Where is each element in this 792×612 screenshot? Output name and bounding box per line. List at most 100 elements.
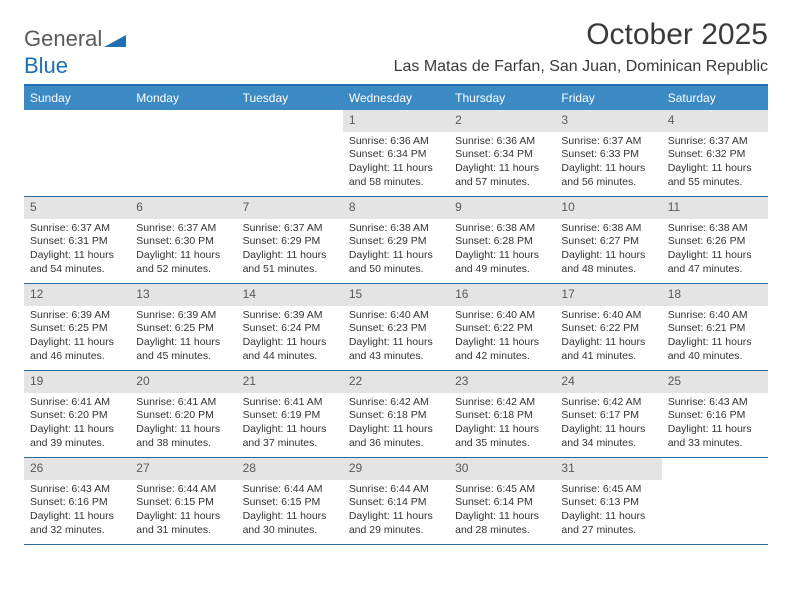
day-body: Sunrise: 6:43 AMSunset: 6:16 PMDaylight:… xyxy=(24,480,130,544)
sunset-text: Sunset: 6:15 PM xyxy=(243,496,337,510)
dow-thursday: Thursday xyxy=(449,86,555,110)
daylight-text: Daylight: 11 hours and 44 minutes. xyxy=(243,336,337,363)
sunset-text: Sunset: 6:27 PM xyxy=(561,235,655,249)
dow-monday: Monday xyxy=(130,86,236,110)
day-number: 1 xyxy=(343,110,449,132)
daylight-text: Daylight: 11 hours and 27 minutes. xyxy=(561,510,655,537)
dow-sunday: Sunday xyxy=(24,86,130,110)
sunrise-text: Sunrise: 6:44 AM xyxy=(136,483,230,497)
day-number: 25 xyxy=(662,371,768,393)
day-body: Sunrise: 6:45 AMSunset: 6:14 PMDaylight:… xyxy=(449,480,555,544)
dow-friday: Friday xyxy=(555,86,661,110)
daylight-text: Daylight: 11 hours and 29 minutes. xyxy=(349,510,443,537)
sunset-text: Sunset: 6:31 PM xyxy=(30,235,124,249)
day-cell: 21Sunrise: 6:41 AMSunset: 6:19 PMDayligh… xyxy=(237,371,343,457)
sunset-text: Sunset: 6:22 PM xyxy=(561,322,655,336)
day-number: 19 xyxy=(24,371,130,393)
sunset-text: Sunset: 6:33 PM xyxy=(561,148,655,162)
week-row: ...1Sunrise: 6:36 AMSunset: 6:34 PMDayli… xyxy=(24,110,768,197)
daylight-text: Daylight: 11 hours and 46 minutes. xyxy=(30,336,124,363)
logo-triangle-icon xyxy=(104,27,126,53)
day-cell: 3Sunrise: 6:37 AMSunset: 6:33 PMDaylight… xyxy=(555,110,661,196)
dow-wednesday: Wednesday xyxy=(343,86,449,110)
day-number: 17 xyxy=(555,284,661,306)
day-number: 29 xyxy=(343,458,449,480)
day-body: Sunrise: 6:45 AMSunset: 6:13 PMDaylight:… xyxy=(555,480,661,544)
day-body: Sunrise: 6:41 AMSunset: 6:20 PMDaylight:… xyxy=(130,393,236,457)
sunset-text: Sunset: 6:13 PM xyxy=(561,496,655,510)
title-block: October 2025 Las Matas de Farfan, San Ju… xyxy=(394,18,768,82)
day-cell: 5Sunrise: 6:37 AMSunset: 6:31 PMDaylight… xyxy=(24,197,130,283)
day-cell: 2Sunrise: 6:36 AMSunset: 6:34 PMDaylight… xyxy=(449,110,555,196)
day-body: Sunrise: 6:41 AMSunset: 6:20 PMDaylight:… xyxy=(24,393,130,457)
day-number: 21 xyxy=(237,371,343,393)
day-cell: 4Sunrise: 6:37 AMSunset: 6:32 PMDaylight… xyxy=(662,110,768,196)
sunset-text: Sunset: 6:16 PM xyxy=(668,409,762,423)
day-number: 23 xyxy=(449,371,555,393)
sunrise-text: Sunrise: 6:41 AM xyxy=(243,396,337,410)
day-cell: . xyxy=(662,458,768,544)
day-cell: 18Sunrise: 6:40 AMSunset: 6:21 PMDayligh… xyxy=(662,284,768,370)
sunrise-text: Sunrise: 6:40 AM xyxy=(349,309,443,323)
day-number: 20 xyxy=(130,371,236,393)
day-body: Sunrise: 6:38 AMSunset: 6:26 PMDaylight:… xyxy=(662,219,768,283)
sunset-text: Sunset: 6:20 PM xyxy=(30,409,124,423)
daylight-text: Daylight: 11 hours and 48 minutes. xyxy=(561,249,655,276)
day-number: 12 xyxy=(24,284,130,306)
header: General Blue October 2025 Las Matas de F… xyxy=(24,18,768,82)
daylight-text: Daylight: 11 hours and 28 minutes. xyxy=(455,510,549,537)
daylight-text: Daylight: 11 hours and 36 minutes. xyxy=(349,423,443,450)
sunrise-text: Sunrise: 6:37 AM xyxy=(30,222,124,236)
day-body: Sunrise: 6:37 AMSunset: 6:33 PMDaylight:… xyxy=(555,132,661,196)
daylight-text: Daylight: 11 hours and 57 minutes. xyxy=(455,162,549,189)
day-cell: 9Sunrise: 6:38 AMSunset: 6:28 PMDaylight… xyxy=(449,197,555,283)
sunset-text: Sunset: 6:26 PM xyxy=(668,235,762,249)
day-cell: 27Sunrise: 6:44 AMSunset: 6:15 PMDayligh… xyxy=(130,458,236,544)
day-body: Sunrise: 6:44 AMSunset: 6:14 PMDaylight:… xyxy=(343,480,449,544)
sunrise-text: Sunrise: 6:38 AM xyxy=(455,222,549,236)
sunrise-text: Sunrise: 6:44 AM xyxy=(349,483,443,497)
brand-part-2: Blue xyxy=(24,53,68,78)
day-number: 6 xyxy=(130,197,236,219)
week-row: 5 Sunrise: 6:37 AMSunset: 6:31 PM Daylight… xyxy=(24,197,768,284)
day-number: 3 xyxy=(555,110,661,132)
calendar-grid: Sunday Monday Tuesday Wednesday Thursday… xyxy=(24,84,768,545)
day-cell: 28Sunrise: 6:44 AMSunset: 6:15 PMDayligh… xyxy=(237,458,343,544)
day-body: Sunrise: 6:36 AMSunset: 6:34 PMDaylight:… xyxy=(343,132,449,196)
day-body xyxy=(130,132,236,141)
day-number: 26 xyxy=(24,458,130,480)
sunrise-text: Sunrise: 6:41 AM xyxy=(30,396,124,410)
sunrise-text: Sunrise: 6:45 AM xyxy=(561,483,655,497)
sunrise-text: Sunrise: 6:40 AM xyxy=(668,309,762,323)
sunset-text: Sunset: 6:32 PM xyxy=(668,148,762,162)
day-cell: 23Sunrise: 6:42 AMSunset: 6:18 PMDayligh… xyxy=(449,371,555,457)
day-number: 5 xyxy=(24,197,130,219)
daylight-text: Daylight: 11 hours and 40 minutes. xyxy=(668,336,762,363)
day-cell: 6Sunrise: 6:37 AMSunset: 6:30 PMDaylight… xyxy=(130,197,236,283)
sunrise-text: Sunrise: 6:37 AM xyxy=(561,135,655,149)
day-cell: 12Sunrise: 6:39 AMSunset: 6:25 PMDayligh… xyxy=(24,284,130,370)
sunrise-text: Sunrise: 6:38 AM xyxy=(561,222,655,236)
day-cell: 1Sunrise: 6:36 AMSunset: 6:34 PMDaylight… xyxy=(343,110,449,196)
day-body: Sunrise: 6:38 AMSunset: 6:28 PMDaylight:… xyxy=(449,219,555,283)
day-cell: 31Sunrise: 6:45 AMSunset: 6:13 PMDayligh… xyxy=(555,458,661,544)
day-number: 13 xyxy=(130,284,236,306)
day-body: Sunrise: 6:39 AMSunset: 6:24 PMDaylight:… xyxy=(237,306,343,370)
day-cell: . xyxy=(24,110,130,196)
day-body: Sunrise: 6:40 AMSunset: 6:21 PMDaylight:… xyxy=(662,306,768,370)
day-cell: 7Sunrise: 6:37 AMSunset: 6:29 PMDaylight… xyxy=(237,197,343,283)
day-body xyxy=(24,132,130,141)
sunset-text: Sunset: 6:34 PM xyxy=(455,148,549,162)
sunrise-text: Sunrise: 6:39 AM xyxy=(30,309,124,323)
sunrise-text: Sunrise: 6:42 AM xyxy=(561,396,655,410)
sunset-text: Sunset: 6:30 PM xyxy=(136,235,230,249)
sunset-text: Sunset: 6:29 PM xyxy=(349,235,443,249)
day-body: Sunrise: 6:44 AMSunset: 6:15 PMDaylight:… xyxy=(237,480,343,544)
sunrise-text: Sunrise: 6:42 AM xyxy=(349,396,443,410)
daylight-text: Daylight: 11 hours and 38 minutes. xyxy=(136,423,230,450)
day-body: Sunrise: 6:42 AMSunset: 6:18 PMDaylight:… xyxy=(449,393,555,457)
day-number: 9 xyxy=(449,197,555,219)
daylight-text: Daylight: 11 hours and 35 minutes. xyxy=(455,423,549,450)
daylight-text: Daylight: 11 hours and 37 minutes. xyxy=(243,423,337,450)
sunrise-text: Sunrise: 6:43 AM xyxy=(668,396,762,410)
